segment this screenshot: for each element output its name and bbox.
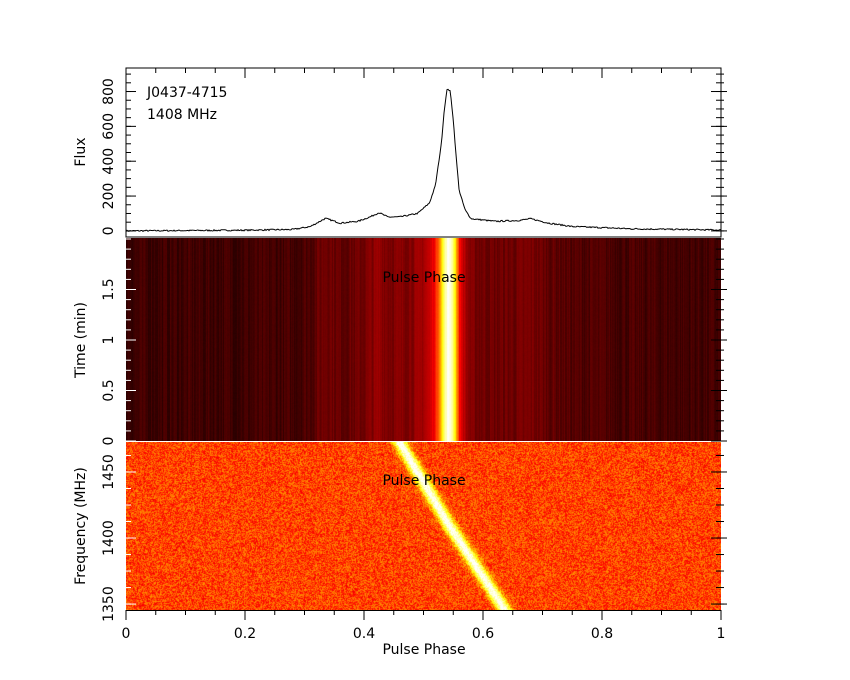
y-tick-label: 1400	[101, 520, 117, 556]
time-phase-heatmap	[126, 238, 721, 441]
y-tick-label: 1.5	[101, 278, 117, 300]
frequency-phase-heatmap	[126, 442, 721, 610]
observing-frequency: 1408 MHz	[147, 107, 217, 123]
x-tick-label: 1	[717, 626, 726, 642]
x-axis-label: Pulse Phase	[382, 642, 465, 658]
x-tick-label: 0.6	[472, 626, 494, 642]
y-tick-label: 1450	[101, 454, 117, 490]
profile-line	[125, 88, 721, 233]
frequency-axis-label: Frequency (MHz)	[73, 467, 89, 585]
time-axis-label: Time (min)	[73, 302, 89, 379]
x-tick-label: 0	[122, 626, 131, 642]
time-panel-overlay-label: Pulse Phase	[382, 270, 465, 286]
frequency-panel-overlay-label: Pulse Phase	[382, 473, 465, 489]
y-tick-label: 1350	[101, 586, 117, 622]
y-tick-label: 400	[101, 148, 117, 175]
y-tick-label: 0	[101, 226, 117, 235]
y-tick-label: 200	[101, 183, 117, 210]
y-tick-label: 1	[101, 336, 117, 345]
x-tick-label: 0.4	[353, 626, 375, 642]
pulsar-name: J0437-4715	[146, 85, 227, 101]
x-tick-label: 0.2	[234, 626, 256, 642]
y-tick-label: 800	[101, 78, 117, 105]
x-tick-label: 0.8	[591, 626, 613, 642]
y-tick-label: 600	[101, 113, 117, 140]
y-tick-label: 0	[101, 437, 117, 446]
y-tick-label: 0.5	[101, 379, 117, 401]
flux-axis-label: Flux	[73, 137, 89, 166]
